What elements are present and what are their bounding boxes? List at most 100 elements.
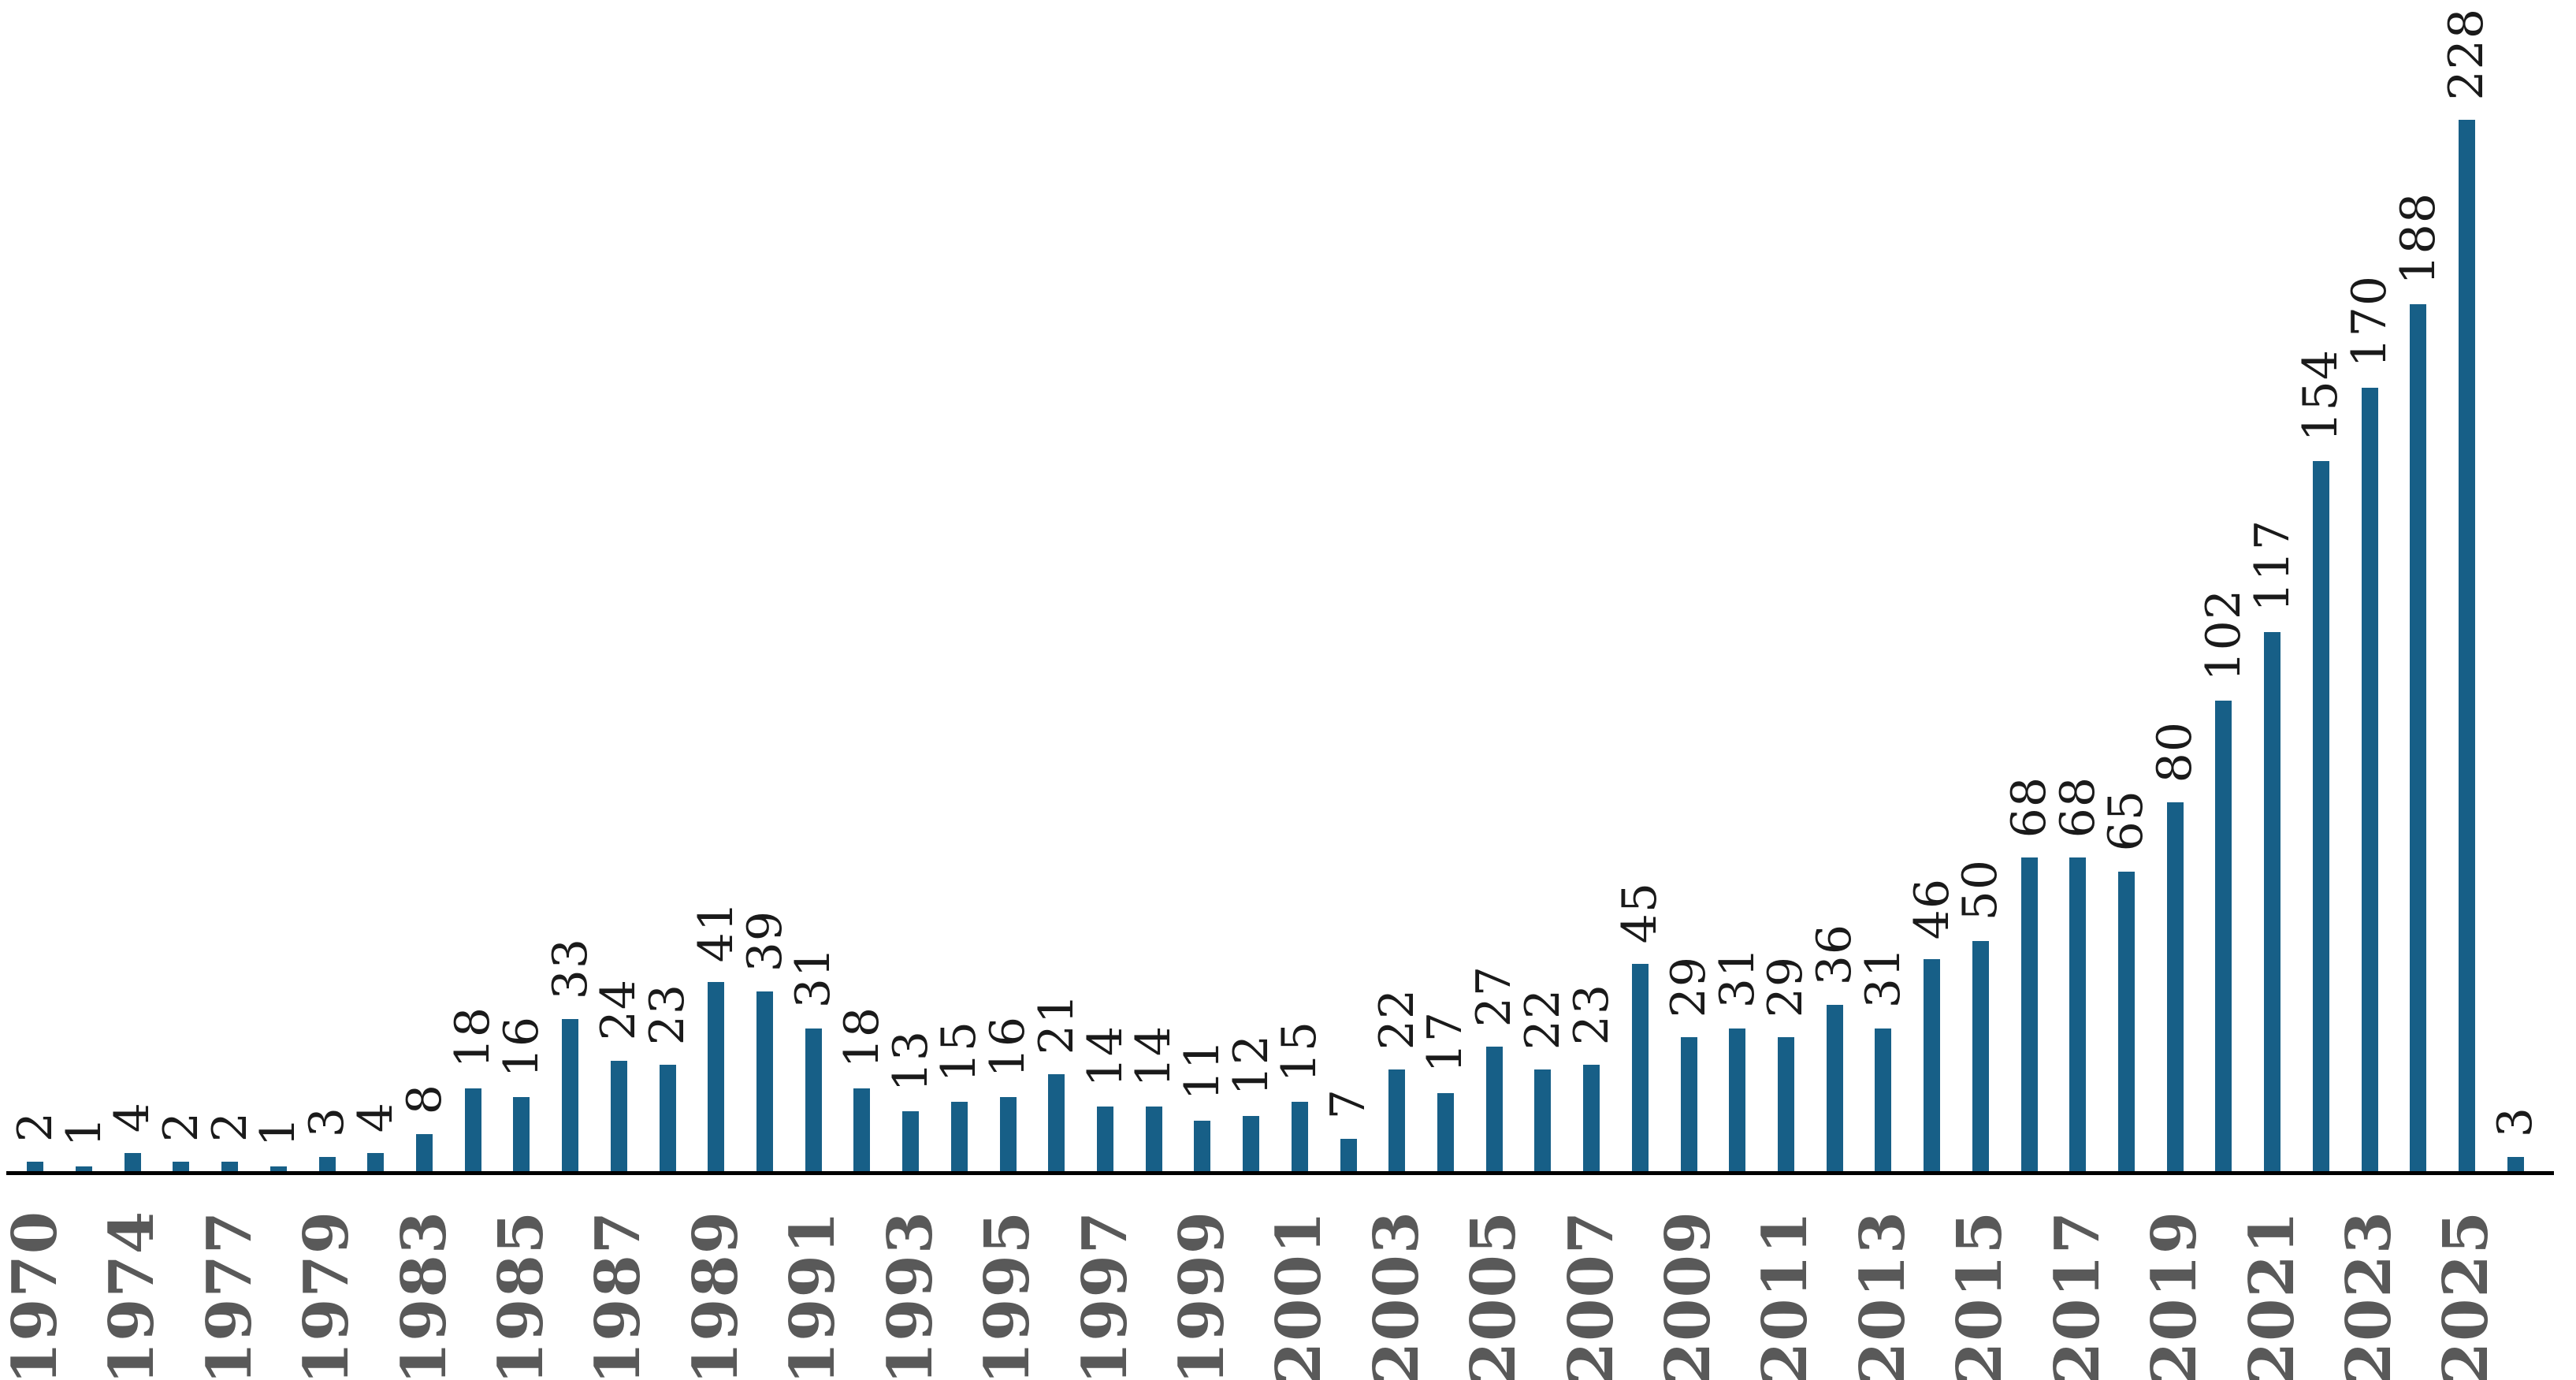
bar-value-label: 188 xyxy=(2390,192,2446,285)
bar-value-label: 41 xyxy=(688,900,744,963)
bar-value-label: 68 xyxy=(2002,776,2057,839)
bar xyxy=(756,991,774,1171)
bar xyxy=(1388,1069,1406,1171)
bar xyxy=(659,1065,676,1171)
bar-value-label: 16 xyxy=(980,1016,1036,1078)
bar-value-label: 29 xyxy=(1661,956,1717,1018)
bar xyxy=(1729,1028,1746,1171)
x-tick-label: 2015 xyxy=(1944,1211,2017,1380)
bar xyxy=(1631,963,1649,1171)
bar-value-label: 22 xyxy=(1515,988,1571,1051)
x-tick-label: 2007 xyxy=(1555,1211,1627,1380)
bar-value-label: 36 xyxy=(1807,924,1863,986)
bar xyxy=(1340,1139,1357,1171)
bar xyxy=(1777,1037,1794,1171)
bar-value-label: 3 xyxy=(2488,1107,2544,1138)
x-tick-label: 1991 xyxy=(777,1211,849,1380)
bar-value-label: 8 xyxy=(396,1084,452,1115)
bar xyxy=(1924,958,1941,1171)
bar-value-label: 1 xyxy=(56,1115,112,1148)
bar-value-label: 23 xyxy=(640,984,696,1046)
bar xyxy=(1437,1092,1454,1171)
bar xyxy=(1145,1107,1162,1171)
bar xyxy=(1680,1037,1697,1171)
x-tick-label: 1997 xyxy=(1069,1211,1141,1380)
bar-value-label: 14 xyxy=(1126,1025,1182,1088)
bar xyxy=(1972,940,1989,1171)
bar-value-label: 3 xyxy=(299,1107,355,1138)
bar-value-label: 29 xyxy=(1758,956,1814,1018)
x-tick-label: 1979 xyxy=(291,1211,363,1380)
bar xyxy=(610,1060,627,1171)
bar-value-label: 31 xyxy=(1709,947,1765,1009)
bar xyxy=(2264,631,2281,1171)
x-tick-label: 2023 xyxy=(2333,1211,2405,1380)
bar-value-label: 2 xyxy=(202,1111,258,1143)
bar xyxy=(853,1088,871,1171)
bar xyxy=(1291,1102,1308,1171)
bar-value-label: 117 xyxy=(2244,519,2300,612)
bar xyxy=(708,982,725,1171)
bar-value-label: 154 xyxy=(2293,348,2349,442)
bar-value-label: 102 xyxy=(2195,588,2251,682)
bar-value-label: 15 xyxy=(931,1020,987,1083)
bar-value-label: 7 xyxy=(1321,1088,1377,1120)
bar-value-label: 45 xyxy=(1612,882,1668,944)
bar xyxy=(2312,461,2329,1171)
bar-value-label: 24 xyxy=(591,979,647,1041)
bar-value-label: 14 xyxy=(1077,1025,1133,1088)
bar-value-label: 68 xyxy=(2050,776,2106,839)
bar-value-label: 2 xyxy=(153,1111,209,1143)
bar-value-label: 4 xyxy=(348,1102,403,1133)
x-tick-label: 2021 xyxy=(2236,1211,2308,1380)
bar xyxy=(2458,120,2475,1171)
x-tick-label: 2003 xyxy=(1360,1211,1433,1380)
bar xyxy=(318,1157,336,1171)
bar-value-label: 22 xyxy=(1369,988,1425,1051)
bar xyxy=(2117,871,2135,1171)
x-tick-label: 2005 xyxy=(1458,1211,1530,1380)
x-tick-label: 1995 xyxy=(972,1211,1044,1380)
bar xyxy=(902,1110,920,1171)
bar xyxy=(2361,387,2378,1171)
bar-value-label: 33 xyxy=(542,937,598,999)
bar-value-label: 39 xyxy=(737,909,793,972)
bar xyxy=(1875,1028,1892,1171)
x-tick-label: 1977 xyxy=(193,1211,266,1380)
x-tick-label: 1983 xyxy=(388,1211,460,1380)
bar xyxy=(2069,857,2087,1171)
bar xyxy=(2020,857,2038,1171)
x-tick-label: 2001 xyxy=(1263,1211,1336,1380)
bar-value-label: 228 xyxy=(2439,7,2495,101)
bar xyxy=(562,1018,579,1171)
bar xyxy=(1243,1115,1260,1171)
bar-value-label: 46 xyxy=(1904,877,1960,939)
x-tick-label: 1970 xyxy=(0,1211,71,1380)
bar xyxy=(2166,802,2184,1171)
bar-value-label: 18 xyxy=(445,1006,501,1069)
bar-value-label: 15 xyxy=(1272,1020,1328,1083)
x-tick-label: 1987 xyxy=(582,1211,655,1380)
x-tick-label: 1989 xyxy=(679,1211,752,1380)
x-tick-label: 1974 xyxy=(96,1211,169,1380)
bar-value-label: 1 xyxy=(251,1115,307,1148)
bar-value-label: 18 xyxy=(834,1006,890,1069)
x-tick-label: 1999 xyxy=(1165,1211,1238,1380)
bar xyxy=(1048,1074,1065,1171)
bar-value-label: 31 xyxy=(786,947,842,1009)
bar-value-label: 4 xyxy=(105,1102,161,1133)
x-tick-label: 2013 xyxy=(1846,1211,1919,1380)
x-tick-label: 2019 xyxy=(2139,1211,2211,1380)
bar-value-label: 11 xyxy=(1174,1039,1230,1101)
bar xyxy=(1534,1069,1552,1171)
bar xyxy=(2215,701,2232,1171)
x-tick-label: 2009 xyxy=(1652,1211,1725,1380)
bar xyxy=(1097,1107,1113,1171)
bar-value-label: 12 xyxy=(1223,1034,1279,1096)
bar xyxy=(124,1152,141,1171)
bar xyxy=(27,1162,44,1171)
bar-value-label: 170 xyxy=(2342,274,2397,368)
bar xyxy=(2410,304,2427,1171)
bar xyxy=(2507,1157,2524,1171)
